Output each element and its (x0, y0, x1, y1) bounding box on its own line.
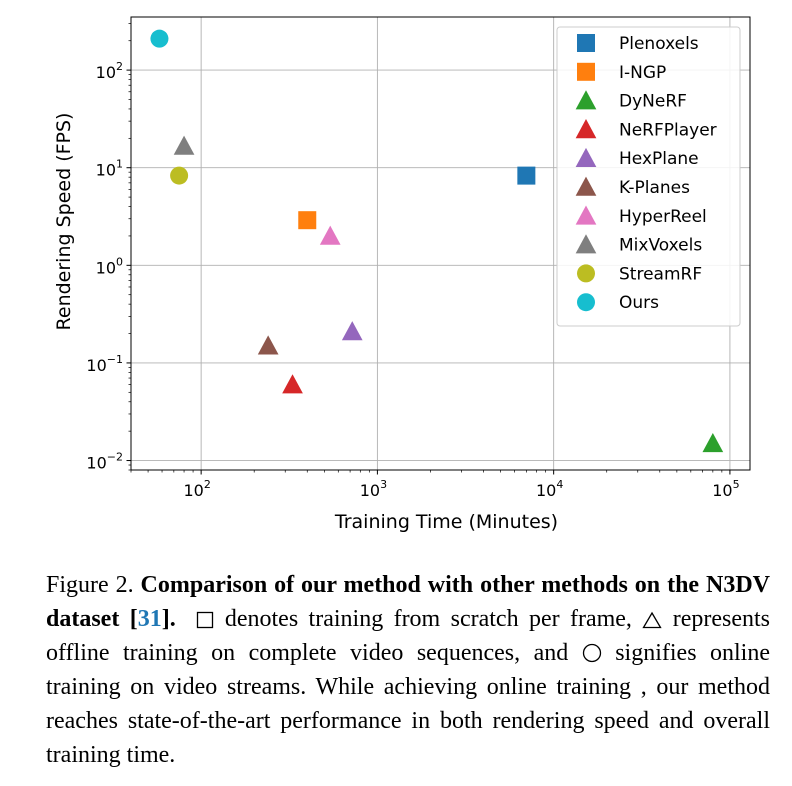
y-tick-label: 100 (96, 255, 123, 277)
legend: Plenoxels I-NGP DyNeRF NeRFPlayer HexPlane K-… (556, 26, 741, 327)
legend-marker-hexplane (575, 147, 597, 167)
point-mixvoxels (173, 135, 195, 155)
legend-marker-ours (577, 293, 595, 312)
caption-part-2: represents offline training on complete … (46, 606, 770, 666)
point-dynerf (702, 433, 724, 453)
caption-bold-end: ]. (161, 606, 176, 632)
point-nerfplayer (282, 374, 303, 394)
legend-label-mixvoxels: MixVoxels (619, 236, 702, 256)
triangle-symbol-icon (642, 611, 662, 629)
circle-symbol-icon (582, 643, 601, 663)
scatter-chart: 102 103 104 105 102 101 100 10−1 10−2 Training T… (53, 16, 751, 533)
legend-label-streamrf: StreamRF (619, 264, 702, 284)
figure-caption: Figure 2. Comparison of our method with … (46, 568, 770, 772)
y-tick-label: 102 (96, 60, 123, 82)
square-symbol-icon (197, 611, 214, 629)
citation-link[interactable]: 31 (137, 606, 162, 632)
point-hexplane (341, 321, 363, 341)
point-i-ngp (298, 211, 317, 230)
legend-marker-hyperreel (575, 205, 597, 225)
legend-marker-nerfplayer (575, 119, 597, 139)
x-tick-label: 102 (183, 478, 210, 500)
legend-label-ours: Ours (619, 293, 659, 313)
x-tick-label: 103 (360, 478, 387, 500)
legend-label-hexplane: HexPlane (619, 149, 699, 169)
caption-part-3: signifies online training on video strea… (46, 640, 770, 768)
legend-label-dynerf: DyNeRF (619, 92, 687, 112)
plot-area-frame (130, 16, 751, 471)
y-axis-title: Rendering Speed (FPS) (53, 113, 75, 331)
x-tick-label: 105 (712, 478, 739, 500)
legend-marker-k-planes (575, 176, 597, 196)
y-tick-label: 10−2 (86, 451, 123, 473)
point-streamrf (170, 166, 189, 185)
point-plenoxels (517, 166, 536, 185)
legend-marker-streamrf (577, 264, 595, 283)
legend-label-i-ngp: I-NGP (619, 63, 666, 83)
legend-label-k-planes: K-Planes (619, 178, 690, 198)
caption-bold-text: Comparison of our method with other meth… (46, 572, 770, 632)
legend-marker-plenoxels (577, 34, 595, 52)
x-tick-label: 104 (536, 478, 563, 500)
axis-ticks: 102 103 104 105 102 101 100 10−1 10−2 (86, 23, 740, 500)
legend-label-nerfplayer: NeRFPlayer (619, 120, 717, 140)
legend-marker-i-ngp (577, 62, 595, 81)
point-hyperreel (319, 225, 341, 245)
legend-label-plenoxels: Plenoxels (619, 34, 699, 54)
legend-label-hyperreel: HyperReel (619, 207, 707, 227)
y-tick-label: 101 (96, 158, 123, 180)
figure-label: Figure 2. (46, 572, 134, 598)
legend-marker-dynerf (575, 90, 597, 110)
point-ours (150, 29, 169, 48)
y-tick-label: 10−1 (86, 353, 123, 375)
legend-marker-mixvoxels (575, 234, 597, 254)
legend-box (556, 26, 741, 327)
x-axis-title: Training Time (Minutes) (334, 511, 558, 533)
caption-part-1: denotes training from scratch per frame, (214, 606, 632, 632)
point-k-planes (257, 335, 279, 355)
data-points (150, 29, 724, 453)
caption-bold-title: Comparison of our method with other meth… (46, 572, 770, 632)
